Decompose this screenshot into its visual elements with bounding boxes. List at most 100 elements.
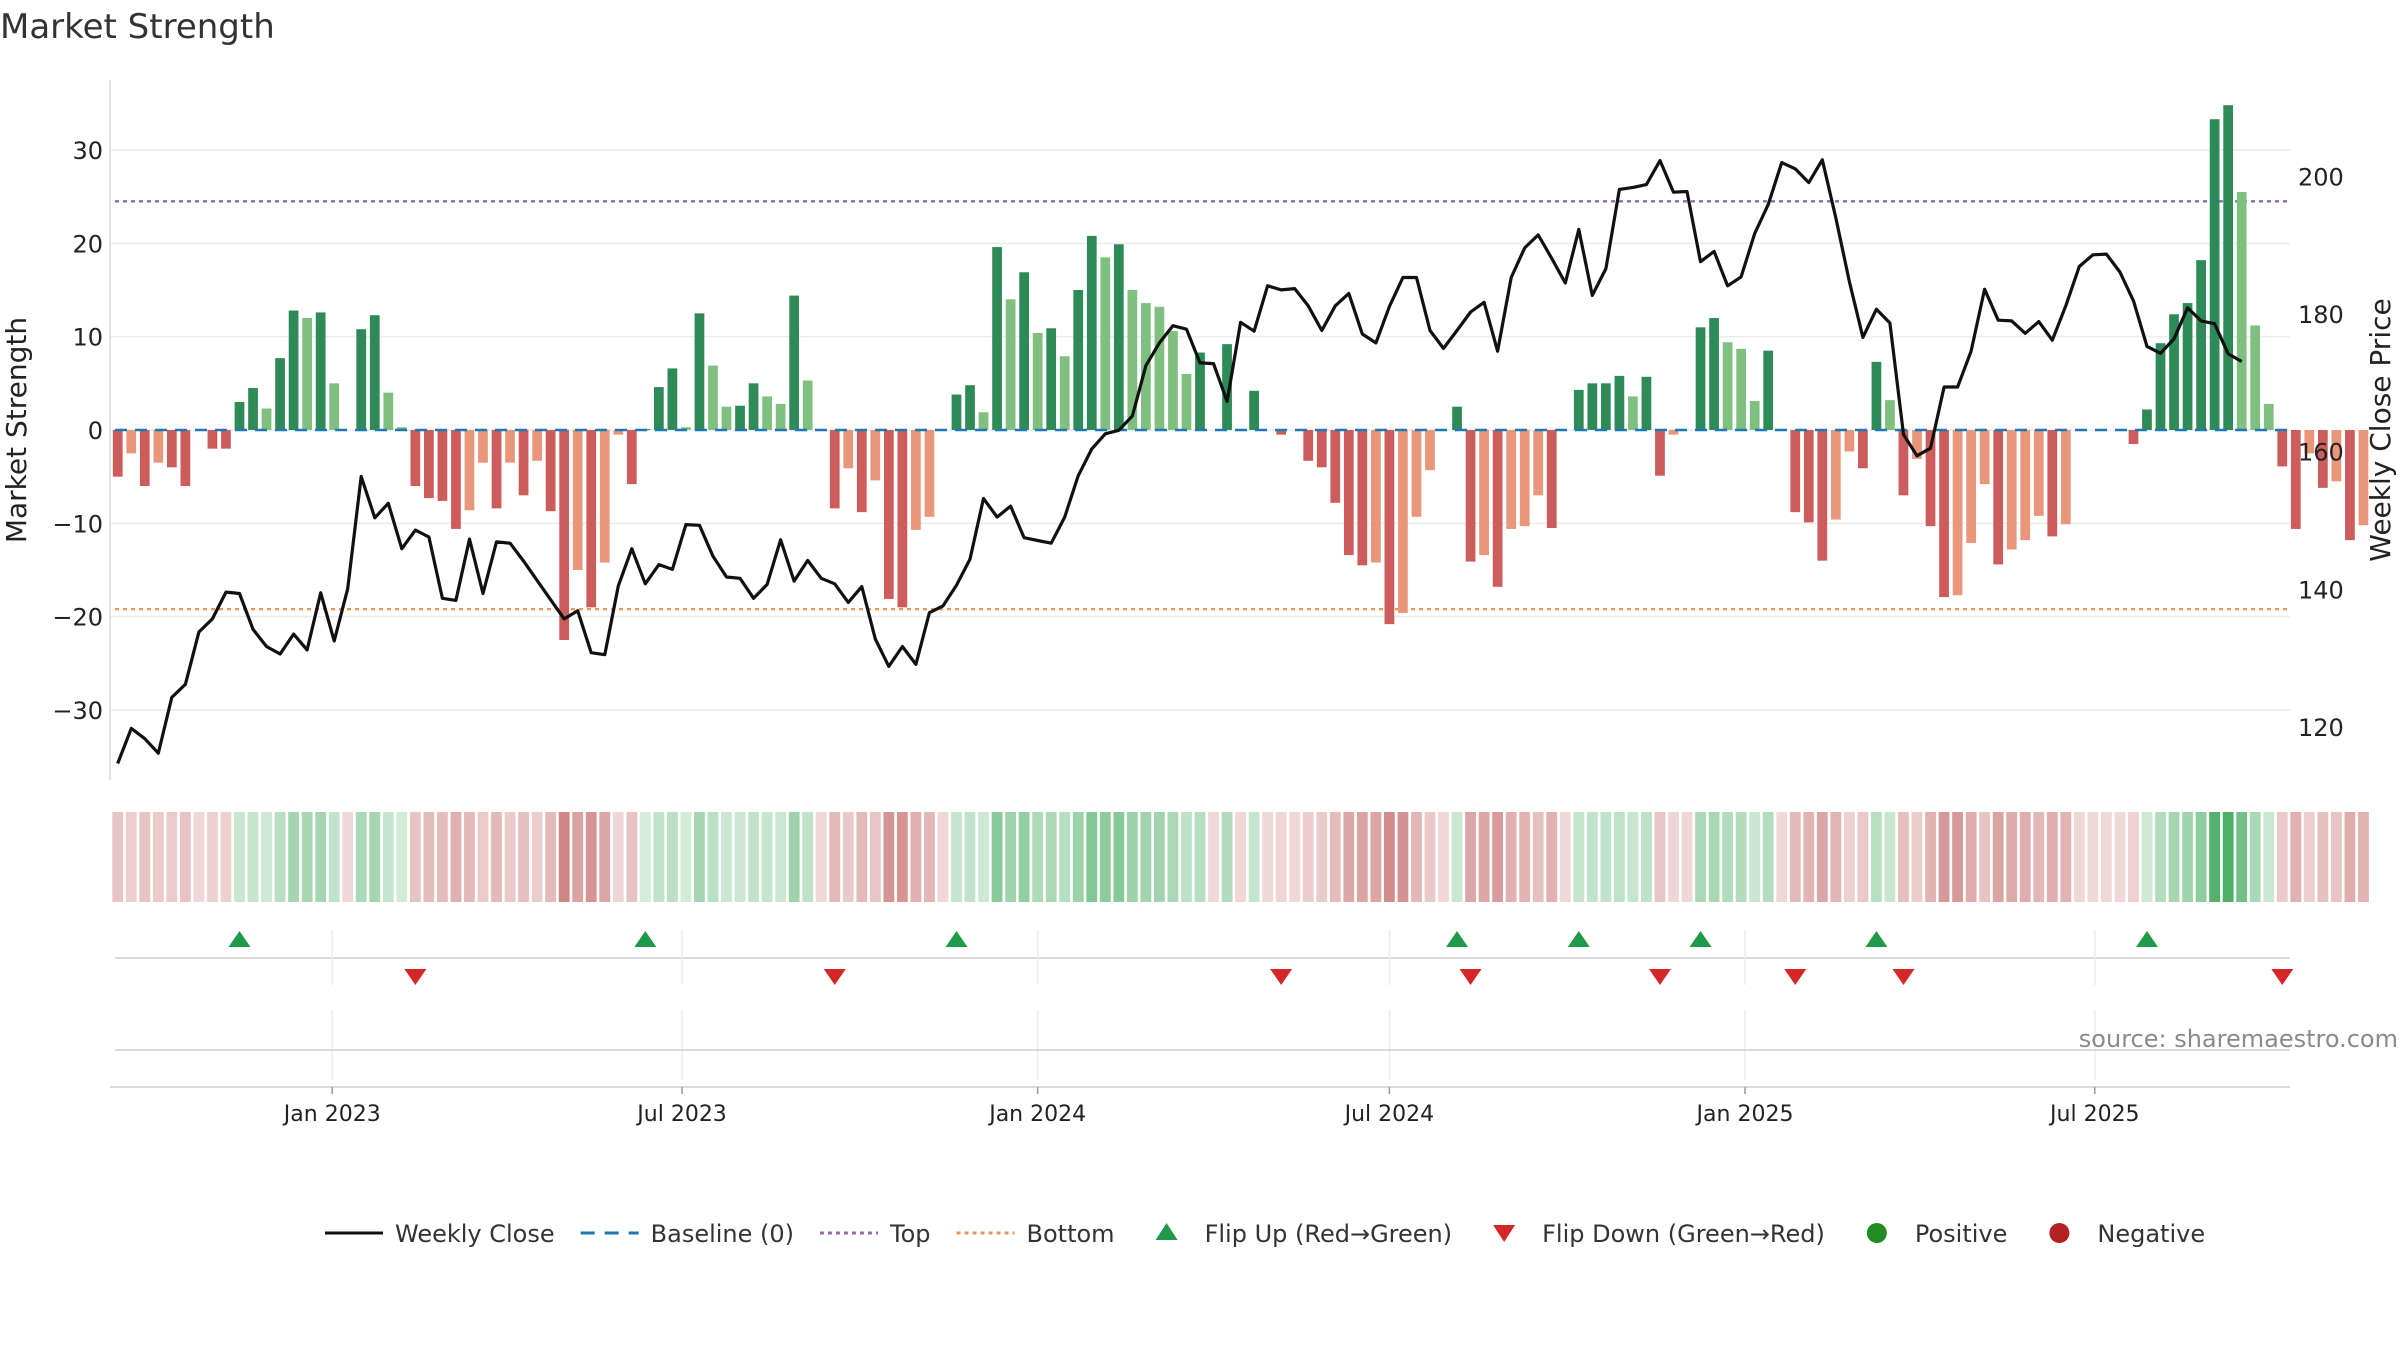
positive-bar — [2142, 409, 2152, 430]
heat-cell — [869, 812, 881, 902]
negative-bar — [1952, 430, 1963, 596]
negative-bar — [1979, 430, 1990, 485]
heat-cell — [775, 812, 787, 902]
heat-cell — [1668, 812, 1679, 902]
heat-cell — [1018, 812, 1030, 902]
heat-cell — [1546, 812, 1558, 902]
heat-cell — [1289, 812, 1301, 902]
positive-bar — [1573, 389, 1584, 430]
heat-cell — [680, 812, 692, 902]
heat-cell — [166, 812, 178, 902]
heat-cell — [1316, 812, 1328, 902]
negative-bar — [2277, 430, 2288, 467]
negative-bar — [856, 430, 867, 513]
heat-cell — [369, 812, 381, 902]
heat-cell — [396, 812, 408, 902]
negative-bar — [2331, 430, 2342, 482]
heat-cell — [1343, 812, 1355, 902]
negative-bar — [870, 430, 881, 481]
negative-bar — [1817, 430, 1828, 561]
heat-cell — [315, 812, 327, 902]
heat-cell — [1221, 812, 1233, 902]
heat-cell — [883, 812, 895, 902]
positive-bar — [2155, 343, 2166, 430]
heat-cell — [924, 812, 935, 902]
positive-bar — [1127, 290, 1138, 430]
source-note: source: sharemaestro.com — [2079, 1025, 2398, 1053]
heat-cell — [1370, 812, 1382, 902]
legend-swatch — [1866, 1223, 1887, 1243]
y-tick-label-right: 120 — [2298, 714, 2344, 742]
heat-cell — [1451, 812, 1463, 902]
negative-bar — [166, 430, 177, 468]
heat-cell — [639, 812, 651, 902]
positive-bar — [735, 405, 745, 430]
legend-label: Negative — [2097, 1220, 2205, 1248]
positive-bar — [369, 315, 380, 430]
negative-bar — [2020, 430, 2031, 541]
heat-cell — [1816, 812, 1828, 902]
positive-bar — [978, 412, 989, 430]
heat-cell — [2276, 812, 2288, 902]
positive-bar — [762, 396, 772, 430]
y-tick-label-right: 180 — [2298, 301, 2344, 329]
heat-cell — [288, 812, 300, 902]
x-axis: Jan 2023 Jul 2023 Jan 2024 Jul 2024 Jan 2025… — [110, 930, 2290, 1127]
legend-item: Weekly Close — [325, 1220, 555, 1248]
positive-bar — [965, 385, 975, 430]
heat-cell — [1722, 812, 1734, 902]
heat-cell — [896, 812, 908, 902]
legend-label: Weekly Close — [395, 1220, 555, 1248]
negative-bar — [911, 430, 921, 530]
heat-cell — [220, 812, 232, 902]
heat-cell — [2182, 812, 2193, 902]
flip-markers — [115, 931, 2294, 985]
heat-cell — [1559, 812, 1571, 902]
heat-cell — [545, 812, 557, 902]
heat-cell — [518, 812, 529, 902]
negative-bar — [478, 430, 488, 463]
positive-bar — [1763, 350, 1774, 430]
heat-cell — [707, 812, 719, 902]
heat-cell — [829, 812, 841, 902]
heat-cell — [802, 812, 814, 902]
legend-label: Positive — [1915, 1220, 2008, 1248]
negative-bar — [2047, 430, 2058, 537]
positive-bar — [1722, 342, 1733, 430]
positive-bar — [356, 329, 367, 430]
legend-label: Top — [889, 1220, 931, 1248]
legend-item: Negative — [2049, 1220, 2205, 1248]
negative-bar — [1830, 430, 1841, 520]
legend-label: Flip Down (Green→Red) — [1542, 1220, 1825, 1248]
heat-cell — [301, 812, 313, 902]
heat-cell — [2006, 812, 2018, 902]
negative-bar — [829, 430, 840, 509]
negative-bar — [883, 430, 894, 599]
positive-bar — [1019, 272, 1030, 430]
heat-cell — [1465, 812, 1476, 902]
positive-bar — [1046, 328, 1057, 430]
legend-item: Positive — [1866, 1220, 2008, 1248]
heat-cell — [2222, 812, 2234, 902]
heat-cell — [125, 812, 137, 902]
heat-cell — [815, 812, 827, 902]
heat-cell — [2290, 812, 2302, 902]
heat-cell — [1749, 812, 1761, 902]
positive-bar — [1181, 374, 1192, 430]
heat-cell — [910, 812, 922, 902]
heat-cell — [274, 812, 286, 902]
heat-cell — [761, 812, 773, 902]
heat-cell — [1126, 812, 1138, 902]
negative-bar — [1506, 430, 1517, 529]
positive-bar — [681, 427, 691, 430]
positive-bar — [667, 368, 678, 430]
negative-bar — [2033, 430, 2044, 516]
heat-cell — [1992, 812, 2004, 902]
positive-bar — [234, 402, 245, 430]
heat-cell — [666, 812, 678, 902]
positive-bar — [748, 383, 759, 430]
positive-bar — [1086, 235, 1097, 430]
heat-cell — [504, 812, 516, 902]
negative-bar — [153, 430, 164, 463]
strength-heat-strip — [112, 812, 2369, 902]
